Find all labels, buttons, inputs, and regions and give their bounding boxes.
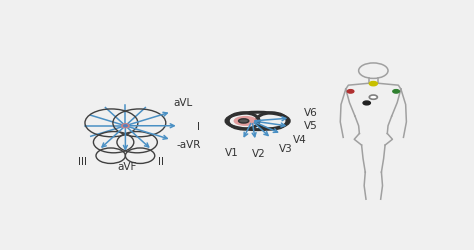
- Circle shape: [347, 90, 354, 94]
- Circle shape: [393, 90, 400, 94]
- Text: -aVR: -aVR: [177, 139, 201, 149]
- Text: I: I: [197, 121, 201, 131]
- Text: V5: V5: [304, 121, 318, 131]
- Text: V1: V1: [225, 148, 239, 158]
- Circle shape: [369, 96, 377, 100]
- Text: V2: V2: [252, 148, 266, 158]
- Text: aVF: aVF: [118, 162, 137, 172]
- Text: V6: V6: [304, 108, 318, 118]
- Circle shape: [363, 102, 370, 105]
- Ellipse shape: [238, 119, 249, 124]
- Circle shape: [369, 82, 377, 86]
- Text: V4: V4: [293, 135, 307, 145]
- Text: aVL: aVL: [173, 98, 192, 108]
- Ellipse shape: [234, 116, 257, 126]
- Text: V3: V3: [279, 143, 293, 153]
- Text: III: III: [78, 156, 87, 166]
- Circle shape: [124, 125, 127, 127]
- Text: II: II: [158, 156, 164, 166]
- Circle shape: [122, 124, 129, 128]
